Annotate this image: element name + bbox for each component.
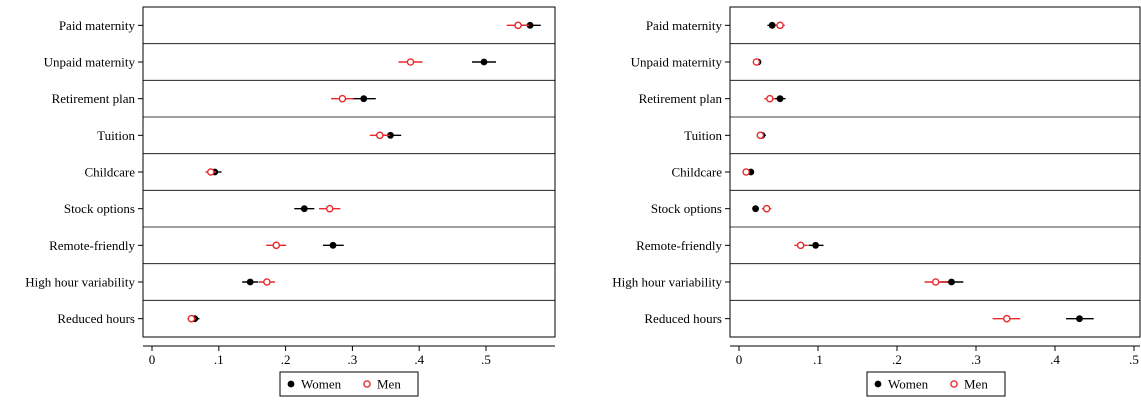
point-women [329,241,337,249]
x-tick-label: .2 [892,352,902,367]
point-men [776,21,784,30]
category-label: Unpaid maternity [631,55,723,70]
category-label: Paid maternity [646,18,723,33]
point-men [752,58,761,66]
point-men [406,58,415,66]
x-tick-label: 0 [736,352,743,367]
x-tick-label: .4 [414,352,424,367]
legend-box [866,371,1006,397]
legend-marker-women [287,380,295,388]
category-label: Childcare [671,165,722,180]
legend-label-women: Women [888,377,929,392]
point-men [931,278,940,286]
x-tick-label: .3 [971,352,981,367]
point-women [300,205,308,213]
category-label: Retirement plan [639,91,723,106]
category-label: Paid maternity [59,18,136,33]
point-men [762,204,771,213]
x-tick-label: .1 [813,352,823,367]
point-women [526,21,534,29]
category-label: Reduced hours [644,311,722,326]
plot-frame [729,6,1141,338]
legend-marker-women [874,380,882,388]
point-men [766,94,774,103]
point-women [768,21,776,29]
legend: Women Men [866,371,1006,397]
point-women [246,278,254,286]
point-women [776,95,784,103]
point-women [752,205,759,213]
x-tick-label: .2 [281,352,291,367]
point-men [742,168,750,176]
plot-frame [142,6,556,338]
category-label: Reduced hours [57,311,135,326]
category-label: Unpaid maternity [44,55,136,70]
point-men [206,168,215,176]
x-tick-label: .3 [348,352,358,367]
point-men [187,314,196,323]
legend-label-men: Men [377,377,401,392]
x-tick-label: .5 [1129,352,1139,367]
x-tick-label: 0 [149,352,156,367]
legend-box [279,371,419,397]
legend: Women Men [279,371,419,397]
category-label: High hour variability [25,275,135,290]
chart-panel-1: Paid maternity Unpaid maternity Retirement… [25,6,556,397]
legend-marker-men [363,380,371,388]
point-men [325,204,334,213]
category-label: Stock options [64,201,135,216]
chart-panel-2: Paid maternity Unpaid maternity Retirement… [612,6,1141,397]
legend-label-men: Men [964,377,988,392]
x-tick-label: .1 [214,352,224,367]
point-women [480,58,488,66]
category-label: Stock options [651,201,722,216]
x-tick-label: .4 [1050,352,1060,367]
category-label: Tuition [684,128,722,143]
category-label: Tuition [97,128,135,143]
point-men [796,241,805,250]
point-men [1003,314,1011,323]
point-women [948,278,955,286]
point-men [272,241,281,250]
category-label: High hour variability [612,275,722,290]
point-men [375,131,384,140]
point-women [812,241,820,249]
point-men [514,21,522,30]
point-men [263,278,271,286]
legend-marker-men [950,380,958,388]
point-men [338,94,347,103]
legend-label-women: Women [301,377,342,392]
category-label: Remote-friendly [636,238,722,253]
point-women [387,131,394,139]
point-men [756,131,765,140]
x-tick-label: .5 [481,352,491,367]
category-label: Retirement plan [52,91,136,106]
point-women [360,95,368,103]
category-label: Childcare [84,165,135,180]
category-label: Remote-friendly [49,238,135,253]
point-women [1076,315,1083,323]
